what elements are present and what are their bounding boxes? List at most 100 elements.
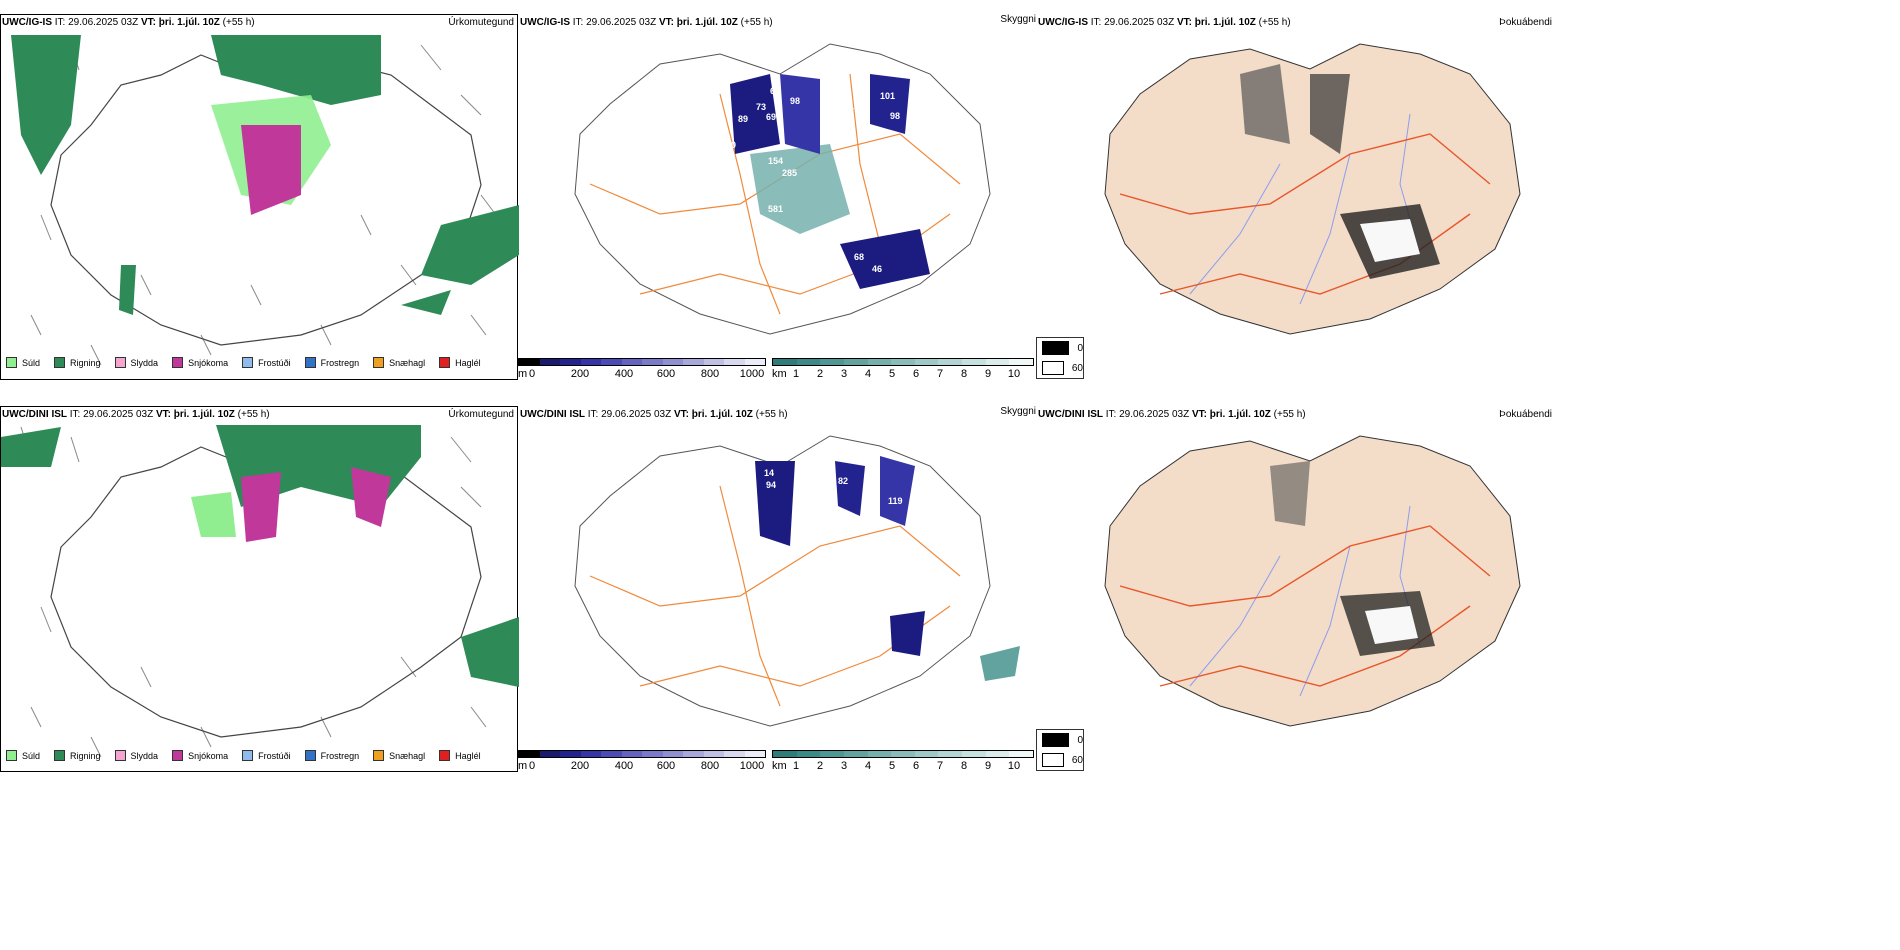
vt-value: þri. 1.júl. 10Z <box>1194 17 1256 28</box>
colorbar-tick: 800 <box>700 368 720 380</box>
colorbar-step <box>820 751 844 757</box>
model-name: UWC/IG-IS <box>520 17 570 28</box>
colorbar-step <box>744 751 765 757</box>
colorbar-step <box>560 359 581 365</box>
colorbar-tick: 1000 <box>739 368 765 380</box>
cloud-value: 89 <box>738 114 748 124</box>
wind-barbs <box>20 426 487 758</box>
legend-item: Rigning <box>54 750 101 761</box>
legend-swatch <box>242 357 254 368</box>
legend-label: Rigning <box>70 357 101 368</box>
colorbar-tick: 6 <box>912 368 920 380</box>
colorbar-tick: 800 <box>700 760 720 772</box>
header-row1-cloudbase: UWC/IG-IS IT: 29.06.2025 03Z VT: þri. 1.… <box>520 17 773 29</box>
lead-time: (+55 h) <box>755 409 788 420</box>
colorbar-tick: 2 <box>816 368 824 380</box>
legend-swatch <box>373 357 385 368</box>
legend-swatch <box>439 750 451 761</box>
rain-area <box>401 290 451 315</box>
colorbar-step <box>773 751 797 757</box>
legend-swatch <box>172 750 184 761</box>
lead-time: (+55 h) <box>1258 17 1291 28</box>
precip-map-row1 <box>11 34 519 366</box>
cloudbase-area <box>840 229 930 289</box>
visibility-area <box>980 646 1020 681</box>
it-value: 29.06.2025 03Z <box>601 409 672 420</box>
fog-legend-value: 60 <box>1071 754 1083 766</box>
fog-area <box>1270 461 1310 526</box>
fog-legend-box <box>1042 733 1070 747</box>
vt-value: þri. 1.júl. 10Z <box>173 409 235 420</box>
colorbar-tick: 1 <box>792 368 800 380</box>
legend-swatch <box>114 750 126 761</box>
vt-value: þri. 1.júl. 10Z <box>676 17 738 28</box>
colorbar-step <box>744 359 765 365</box>
legend-item: Frostúði <box>242 750 291 761</box>
fog-area <box>1310 74 1350 154</box>
rain-area <box>119 265 136 315</box>
cloud-value: 98 <box>890 111 900 121</box>
colorbar-unit: km <box>772 368 787 380</box>
colorbar-tick: 10 <box>1007 368 1021 380</box>
colorbar-tick: 1000 <box>739 760 765 772</box>
iceland-outline <box>50 44 482 346</box>
colorbar-step <box>867 359 892 365</box>
legend-label: Frostúði <box>258 750 291 761</box>
model-name: UWC/IG-IS <box>1038 17 1088 28</box>
legend-swatch <box>373 750 385 761</box>
colorbar-step <box>621 751 642 757</box>
cloud-value: 82 <box>838 476 848 486</box>
rain-area <box>421 205 519 285</box>
colorbar-tick: 3 <box>840 368 848 380</box>
fog-legend-row2: 0 60 <box>1036 729 1084 771</box>
colorbar-step <box>580 751 601 757</box>
colorbar-unit: m <box>518 368 528 380</box>
legend-swatch <box>114 357 126 368</box>
legend-item: Haglél <box>439 357 481 368</box>
legend-label: Snæhagl <box>389 357 426 368</box>
fog-panel-row2 <box>1040 406 1560 766</box>
vt-label: VT: <box>140 17 156 28</box>
colorbar-tick: 600 <box>656 368 676 380</box>
colorbar-tick: 7 <box>936 368 944 380</box>
colorbar-tick: 1 <box>792 760 800 772</box>
model-name: UWC/IG-IS <box>2 17 52 28</box>
cloud-value: 98 <box>790 96 800 106</box>
cloudbase-panel-row1: 89 73 69 98 68 111 101 98 154 285 581 68… <box>520 14 1040 374</box>
fog-legend-value: 0 <box>1077 734 1083 746</box>
cloud-value: 179 <box>716 604 731 614</box>
colorbar-step <box>724 751 745 757</box>
precip-type-panel-row2 <box>0 406 519 772</box>
cloudbase-area <box>780 74 820 154</box>
colorbar-step <box>843 751 868 757</box>
it-label: IT: <box>69 409 81 420</box>
legend-item: Frostregn <box>304 750 359 761</box>
legend-swatch <box>242 750 254 761</box>
cloud-value: 70 <box>726 140 736 150</box>
colorbar-step <box>683 751 704 757</box>
snow-area <box>241 125 301 215</box>
colorbar-ticks: km 1 2 3 4 5 6 7 8 9 10 <box>772 758 1034 772</box>
colorbar-step <box>642 359 663 365</box>
cloudbase-values: 89 73 69 98 68 111 101 98 154 285 581 68… <box>726 86 900 274</box>
iceland-outline <box>50 436 482 738</box>
cloud-value: 46 <box>872 264 882 274</box>
legend-swatch <box>6 357 17 368</box>
colorbar-step <box>621 359 642 365</box>
colorbar-tick: 200 <box>570 760 590 772</box>
legend-swatch <box>304 750 316 761</box>
it-label: IT: <box>572 17 584 28</box>
cloudbase-values: 14 94 110 82 119 157 127 277 179 101 <box>716 466 903 708</box>
colorbar-step <box>662 359 683 365</box>
cloudbase-title-row2: Skyggni <box>1000 406 1036 417</box>
colorbar-tick: 400 <box>614 368 634 380</box>
model-name: UWC/DINI ISL <box>520 409 585 420</box>
colorbar-tick: 600 <box>656 760 676 772</box>
colorbar-tick: 3 <box>840 760 848 772</box>
vt-value: þri. 1.júl. 10Z <box>1209 409 1271 420</box>
colorbar-step <box>985 359 1010 365</box>
cloudbase-area <box>870 74 910 134</box>
legend-item: Snjókoma <box>172 357 228 368</box>
colorbar-step <box>601 751 622 757</box>
cloud-value: 73 <box>756 102 766 112</box>
